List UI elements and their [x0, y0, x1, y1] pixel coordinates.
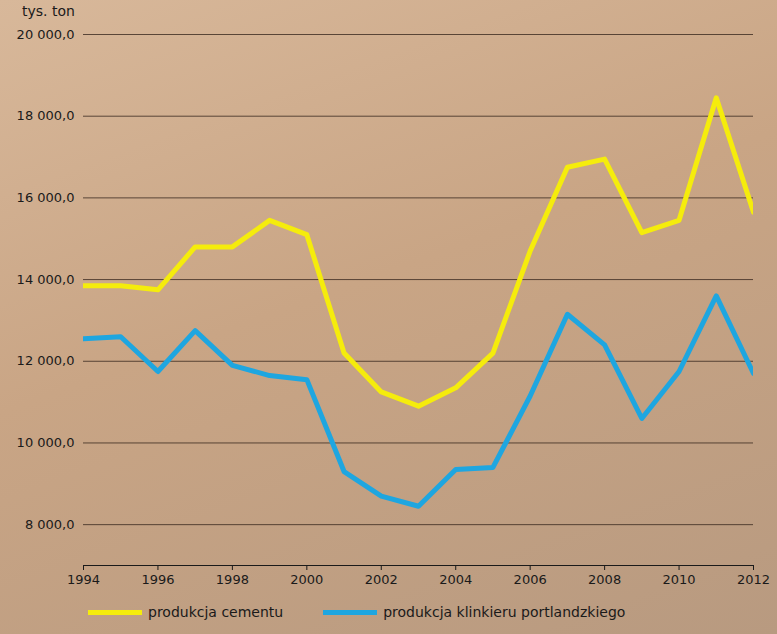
- svg-text:1996: 1996: [141, 572, 174, 587]
- svg-text:2002: 2002: [365, 572, 398, 587]
- svg-text:8 000,0: 8 000,0: [25, 517, 75, 532]
- svg-text:12 000,0: 12 000,0: [17, 353, 75, 368]
- svg-text:2006: 2006: [514, 572, 547, 587]
- svg-text:20 000,0: 20 000,0: [17, 27, 75, 42]
- svg-text:2010: 2010: [663, 572, 696, 587]
- svg-text:1994: 1994: [67, 572, 100, 587]
- svg-text:2004: 2004: [439, 572, 472, 587]
- svg-text:2012: 2012: [737, 572, 770, 587]
- svg-text:2000: 2000: [290, 572, 323, 587]
- html-text:produkcja klinkieru portlandzk: produkcja klinkieru portlandzkiego: [383, 604, 626, 620]
- svg-text:1998: 1998: [216, 572, 249, 587]
- svg-text:10 000,0: 10 000,0: [17, 435, 75, 450]
- svg-text:2008: 2008: [588, 572, 621, 587]
- svg-text:16 000,0: 16 000,0: [17, 190, 75, 205]
- svg-text:18 000,0: 18 000,0: [17, 108, 75, 123]
- html-text:produkcja cementu: produkcja cementu: [148, 604, 284, 620]
- html-text:tys. ton: tys. ton: [22, 3, 75, 19]
- svg-text:14 000,0: 14 000,0: [17, 272, 75, 287]
